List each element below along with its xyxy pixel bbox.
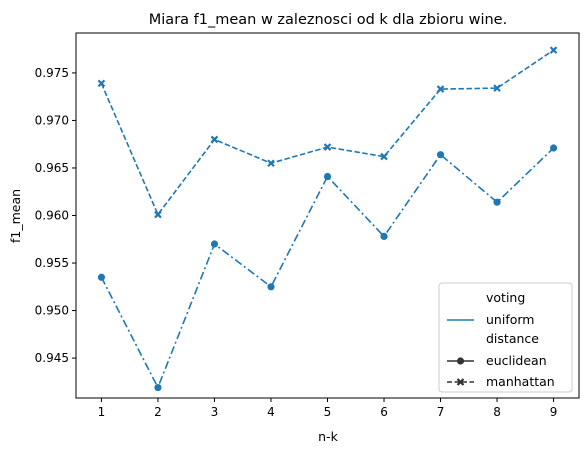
data-point-euclidean (267, 283, 275, 291)
x-tick-label: 8 (493, 405, 501, 419)
legend-title-voting: voting (486, 290, 525, 305)
data-point-manhattan (210, 135, 219, 144)
data-point-manhattan (549, 46, 558, 54)
x-tick-label: 2 (154, 405, 162, 419)
data-point-manhattan (380, 152, 388, 161)
data-point-manhattan (267, 159, 275, 167)
chart-title: Miara f1_mean w zaleznosci od k dla zbio… (149, 12, 507, 28)
legend-label-manhattan: manhattan (486, 374, 555, 389)
legend-title-distance: distance (486, 331, 539, 346)
data-point-euclidean (436, 151, 445, 159)
y-tick-label: 0.975 (35, 66, 69, 80)
data-point-euclidean (97, 273, 106, 281)
x-tick-label: 7 (437, 405, 445, 419)
data-point-manhattan (323, 143, 332, 151)
data-point-manhattan (154, 210, 162, 219)
legend: voting uniform distance euclidean manhat… (438, 282, 573, 393)
y-axis: 0.945 0.950 0.955 0.960 0.965 0.970 0.975 (35, 66, 76, 365)
x-tick-label: 6 (380, 405, 388, 419)
data-point-euclidean (380, 232, 388, 241)
y-axis-label: f1_mean (8, 189, 23, 243)
legend-label-uniform: uniform (486, 312, 534, 327)
x-tick-label: 1 (98, 405, 106, 419)
series-layer (97, 46, 558, 392)
x-axis: 1 2 3 4 5 6 7 8 9 (98, 398, 558, 419)
x-tick-label: 9 (550, 405, 558, 419)
x-tick-label: 4 (267, 405, 275, 419)
data-point-manhattan (493, 84, 501, 92)
data-point-euclidean (154, 383, 162, 392)
data-point-euclidean (323, 172, 332, 181)
x-tick-label: 3 (211, 405, 219, 419)
legend-marker-manhattan (456, 378, 465, 386)
x-tick-label: 5 (324, 405, 332, 419)
data-point-manhattan (436, 85, 445, 93)
y-tick-label: 0.945 (35, 351, 69, 365)
y-tick-label: 0.950 (35, 304, 69, 318)
y-tick-label: 0.965 (35, 161, 69, 175)
x-axis-label: n-k (318, 429, 338, 444)
data-point-euclidean (549, 144, 558, 152)
legend-box (438, 282, 573, 393)
y-tick-label: 0.970 (35, 113, 69, 127)
y-tick-label: 0.960 (35, 209, 69, 223)
series-line-manhattan (100, 49, 555, 217)
y-tick-label: 0.955 (35, 256, 69, 270)
legend-marker-euclidean (456, 357, 465, 365)
data-point-euclidean (493, 198, 501, 206)
data-point-manhattan (97, 79, 106, 88)
legend-label-euclidean: euclidean (486, 353, 547, 368)
data-point-euclidean (210, 240, 219, 248)
